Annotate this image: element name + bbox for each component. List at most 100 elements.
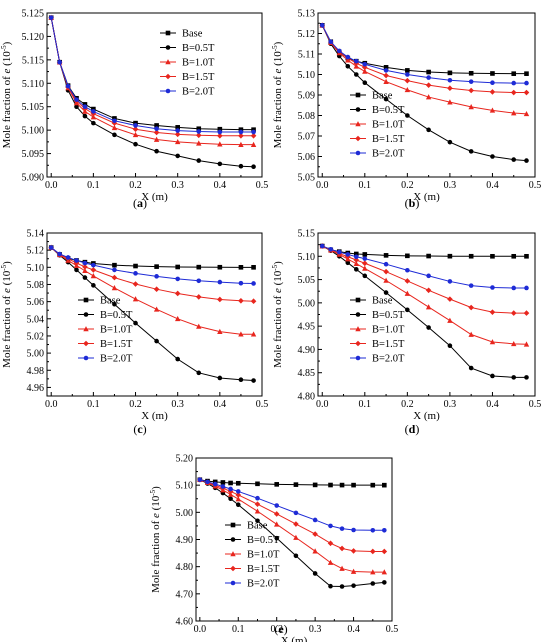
data-point bbox=[468, 149, 474, 154]
data-point bbox=[447, 253, 453, 259]
legend-marker bbox=[83, 297, 89, 303]
data-point bbox=[426, 127, 431, 133]
data-point bbox=[405, 267, 410, 273]
data-point bbox=[251, 129, 256, 135]
series-line bbox=[50, 17, 254, 137]
data-point bbox=[345, 252, 351, 257]
x-tick-label: 0.4 bbox=[486, 399, 499, 410]
y-tick-label: 4.98 bbox=[27, 366, 45, 377]
data-point bbox=[112, 262, 117, 268]
data-point bbox=[523, 310, 530, 316]
data-point bbox=[523, 341, 530, 347]
data-point bbox=[220, 484, 226, 489]
x-tick-label: 0.1 bbox=[87, 180, 100, 191]
data-point bbox=[251, 164, 256, 169]
y-tick-label: 5.08 bbox=[298, 111, 316, 122]
data-point bbox=[369, 548, 376, 555]
data-point bbox=[254, 508, 261, 514]
data-point bbox=[523, 110, 530, 117]
legend-label: B=1.0T bbox=[247, 550, 280, 561]
series-line bbox=[322, 245, 527, 257]
data-point bbox=[426, 75, 431, 80]
x-tick-label: 0.1 bbox=[87, 399, 100, 410]
data-point bbox=[293, 553, 299, 559]
data-point bbox=[328, 523, 333, 529]
x-tick-label: 0.3 bbox=[309, 624, 322, 635]
data-point bbox=[212, 481, 218, 487]
y-tick-label: 5.095 bbox=[22, 149, 45, 160]
legend-marker bbox=[355, 297, 361, 303]
x-tick-label: 0.4 bbox=[214, 399, 227, 410]
data-point bbox=[350, 548, 357, 554]
series-line bbox=[199, 479, 385, 531]
data-point bbox=[132, 281, 139, 287]
x-tick-label: 0.3 bbox=[171, 399, 184, 410]
y-tick-label: 5.05 bbox=[298, 275, 316, 286]
data-point bbox=[82, 113, 88, 119]
data-point bbox=[228, 480, 233, 486]
data-point bbox=[154, 338, 159, 344]
data-point bbox=[228, 486, 233, 492]
y-tick-label: 5.10 bbox=[27, 263, 45, 274]
data-point bbox=[312, 517, 318, 523]
y-tick-label: 5.105 bbox=[22, 102, 45, 113]
y-tick-label: 5.00 bbox=[27, 349, 45, 360]
series-b-1-5t bbox=[197, 476, 388, 555]
data-point bbox=[312, 571, 318, 576]
data-point bbox=[351, 527, 356, 533]
data-point bbox=[293, 510, 299, 516]
data-point bbox=[426, 325, 431, 330]
data-point bbox=[524, 80, 529, 86]
x-axis-label: X (m) bbox=[413, 410, 440, 422]
series-b-1-5t bbox=[48, 244, 257, 305]
data-point bbox=[133, 320, 138, 326]
legend-marker bbox=[355, 135, 361, 142]
x-tick-label: 0.5 bbox=[386, 624, 399, 635]
data-point bbox=[82, 264, 88, 270]
data-point bbox=[383, 261, 389, 267]
data-point bbox=[91, 262, 96, 268]
series-b-2-0t bbox=[319, 23, 529, 86]
data-point bbox=[350, 568, 357, 574]
data-point bbox=[205, 479, 210, 485]
data-point bbox=[175, 125, 180, 130]
y-tick-label: 5.02 bbox=[27, 331, 45, 342]
data-point bbox=[353, 267, 359, 272]
legend-label: B=2.0T bbox=[372, 149, 405, 160]
data-point bbox=[511, 157, 517, 162]
legend-marker bbox=[83, 326, 89, 332]
y-axis-label: Mole fraction of e (10-5) bbox=[271, 41, 284, 148]
data-point bbox=[217, 129, 223, 135]
data-point bbox=[382, 580, 387, 585]
data-point bbox=[196, 278, 202, 284]
data-point bbox=[339, 565, 345, 571]
series-line bbox=[50, 17, 254, 133]
data-point bbox=[90, 272, 97, 279]
panel-label: (e) bbox=[274, 622, 287, 636]
data-point bbox=[217, 296, 223, 303]
data-point bbox=[235, 480, 241, 486]
y-tick-label: 5.00 bbox=[298, 298, 316, 309]
data-point bbox=[65, 255, 71, 260]
data-point bbox=[328, 482, 333, 488]
data-point bbox=[238, 132, 244, 139]
data-point bbox=[255, 481, 260, 487]
data-point bbox=[524, 285, 529, 291]
data-point bbox=[274, 521, 280, 527]
data-point bbox=[362, 61, 368, 67]
data-point bbox=[468, 331, 474, 337]
data-point bbox=[217, 161, 223, 167]
data-point bbox=[447, 296, 453, 302]
data-point bbox=[383, 72, 389, 79]
data-point bbox=[362, 252, 368, 257]
x-tick-label: 0.3 bbox=[444, 399, 457, 410]
y-axis-label: Mole fraction of e (10-5) bbox=[149, 486, 162, 593]
legend: Base B=0.5T B=1.0T B=1.5T B=2.0T bbox=[78, 296, 133, 365]
data-point bbox=[468, 87, 474, 94]
data-point bbox=[344, 253, 351, 260]
y-tick-label: 5.06 bbox=[298, 152, 316, 163]
data-point bbox=[153, 286, 160, 292]
series-b-0-5t bbox=[319, 243, 529, 380]
y-tick-label: 5.14 bbox=[27, 229, 45, 240]
legend-label: B=1.5T bbox=[100, 339, 133, 350]
